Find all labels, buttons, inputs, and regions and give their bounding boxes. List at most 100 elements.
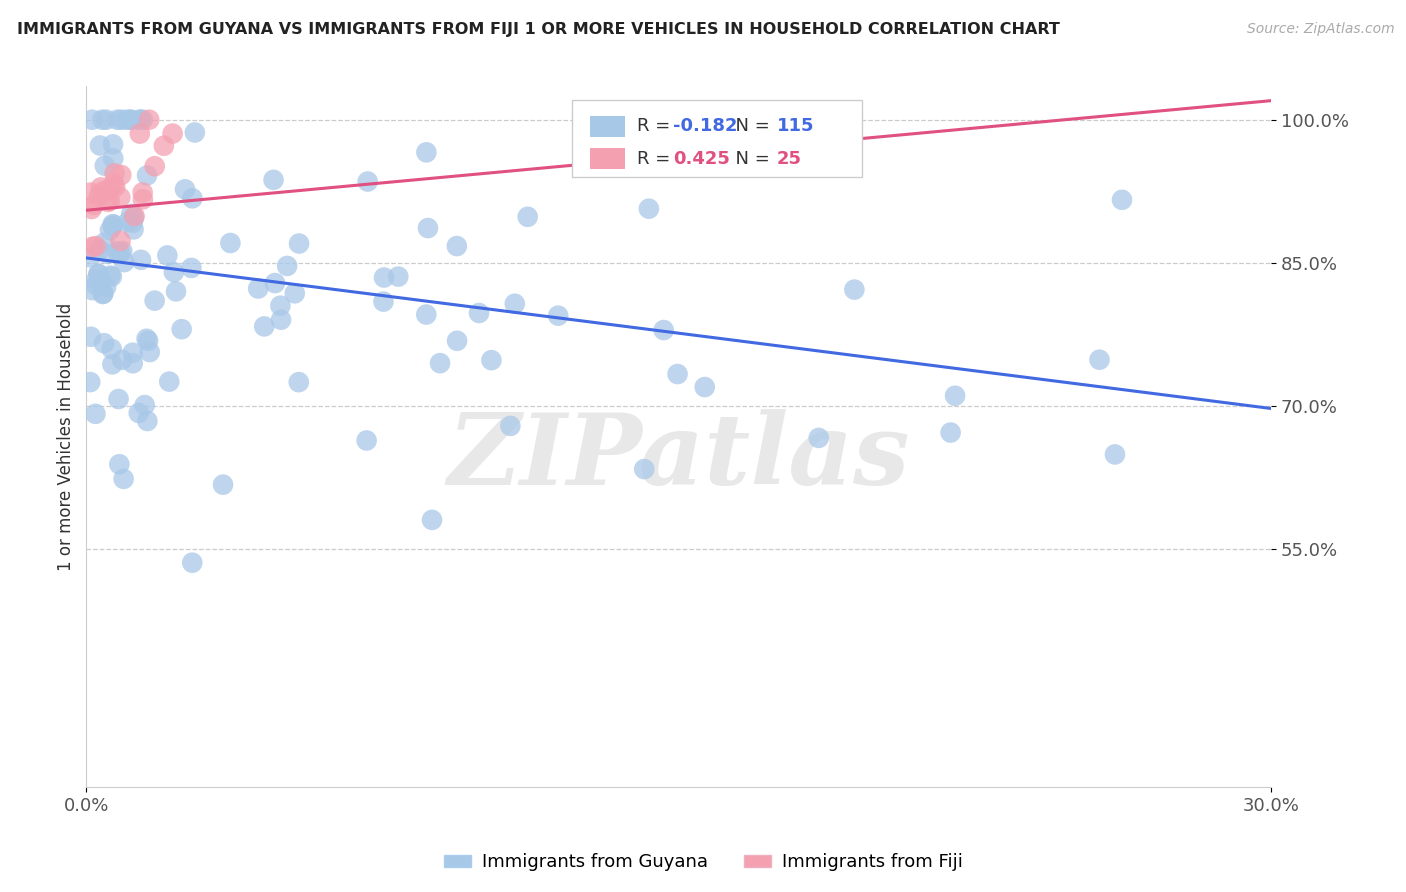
Point (96, 112, 118, 127)
Point (287, 375, 309, 389)
Point (90, 180, 112, 194)
Point (86, 272, 108, 286)
Point (82, 240, 104, 254)
Point (253, 319, 276, 334)
Point (165, 285, 187, 299)
Point (87, 267, 110, 281)
Point (121, 356, 143, 370)
Point (87, 188, 110, 202)
Point (134, 398, 156, 412)
Point (110, 234, 132, 248)
Point (429, 356, 451, 370)
Point (83, 198, 105, 212)
Point (80, 186, 103, 200)
Point (138, 112, 160, 127)
Point (122, 222, 145, 236)
Point (101, 217, 124, 231)
Point (516, 210, 538, 224)
Text: IMMIGRANTS FROM GUYANA VS IMMIGRANTS FROM FIJI 1 OR MORE VEHICLES IN HOUSEHOLD C: IMMIGRANTS FROM GUYANA VS IMMIGRANTS FRO… (17, 22, 1060, 37)
Point (446, 334, 468, 348)
Point (416, 221, 439, 235)
Point (276, 259, 298, 273)
FancyBboxPatch shape (591, 116, 626, 136)
Point (1104, 447, 1126, 461)
Point (122, 211, 145, 225)
Point (807, 431, 830, 445)
Point (97, 247, 120, 261)
Point (103, 151, 125, 165)
Point (120, 112, 142, 127)
Point (79, 251, 101, 265)
Text: Source: ZipAtlas.com: Source: ZipAtlas.com (1247, 22, 1395, 37)
Point (420, 513, 443, 527)
Legend: Immigrants from Guyana, Immigrants from Fiji: Immigrants from Guyana, Immigrants from … (436, 847, 970, 879)
Text: R =: R = (637, 117, 676, 136)
Point (91, 287, 114, 301)
Point (84, 239, 107, 253)
Point (120, 112, 142, 127)
Point (97, 194, 120, 209)
Point (108, 457, 131, 471)
Point (637, 202, 659, 216)
Y-axis label: 1 or more Vehicles in Household: 1 or more Vehicles in Household (58, 302, 75, 571)
Point (446, 239, 468, 253)
Text: -0.182: -0.182 (672, 117, 737, 136)
Point (80, 330, 103, 344)
Point (84, 277, 107, 292)
Point (135, 332, 157, 346)
Point (84, 407, 107, 421)
Point (181, 191, 204, 205)
Point (111, 352, 134, 367)
Point (103, 166, 125, 180)
Point (110, 112, 132, 127)
Point (181, 556, 204, 570)
FancyBboxPatch shape (591, 148, 626, 169)
Point (387, 269, 409, 284)
Point (101, 137, 124, 152)
Point (180, 260, 202, 275)
Point (143, 159, 166, 173)
Point (139, 345, 162, 359)
Point (156, 248, 179, 262)
Point (101, 219, 124, 233)
Point (939, 425, 962, 440)
Point (108, 245, 131, 260)
Point (98, 223, 121, 237)
Point (120, 207, 142, 221)
Point (136, 414, 159, 428)
Point (157, 375, 180, 389)
Point (131, 186, 153, 200)
Point (1088, 352, 1111, 367)
Point (373, 294, 395, 309)
Point (93, 235, 115, 250)
Point (284, 286, 307, 301)
Text: N =: N = (724, 150, 775, 168)
Point (136, 169, 159, 183)
Point (98, 268, 121, 283)
Point (269, 299, 291, 313)
Point (170, 322, 193, 336)
Point (93, 336, 115, 351)
Point (132, 112, 155, 127)
Point (174, 182, 197, 196)
Point (499, 418, 522, 433)
Point (121, 216, 143, 230)
Point (163, 265, 186, 279)
Text: 0.425: 0.425 (672, 150, 730, 168)
Point (219, 235, 242, 250)
Text: ZIPatlas: ZIPatlas (447, 409, 910, 506)
Point (82, 112, 104, 127)
Point (503, 297, 526, 311)
Point (107, 392, 129, 406)
Point (264, 276, 287, 290)
Point (103, 177, 125, 191)
Point (162, 127, 184, 141)
Point (844, 283, 866, 297)
Point (87, 267, 110, 281)
Point (104, 180, 127, 194)
Point (468, 306, 491, 320)
Point (117, 215, 139, 229)
Point (100, 342, 122, 356)
Point (415, 308, 437, 322)
Point (89, 138, 111, 153)
